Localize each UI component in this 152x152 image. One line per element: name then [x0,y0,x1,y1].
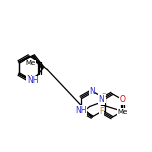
Text: N: N [98,95,104,104]
Text: F: F [101,93,105,102]
Text: NH: NH [75,106,86,115]
Text: N: N [26,76,32,85]
Text: Me: Me [25,60,36,66]
Text: Me: Me [117,109,127,114]
Text: O: O [119,95,125,104]
Text: NH: NH [28,76,39,85]
Text: N: N [89,86,95,95]
Text: F: F [99,107,104,116]
